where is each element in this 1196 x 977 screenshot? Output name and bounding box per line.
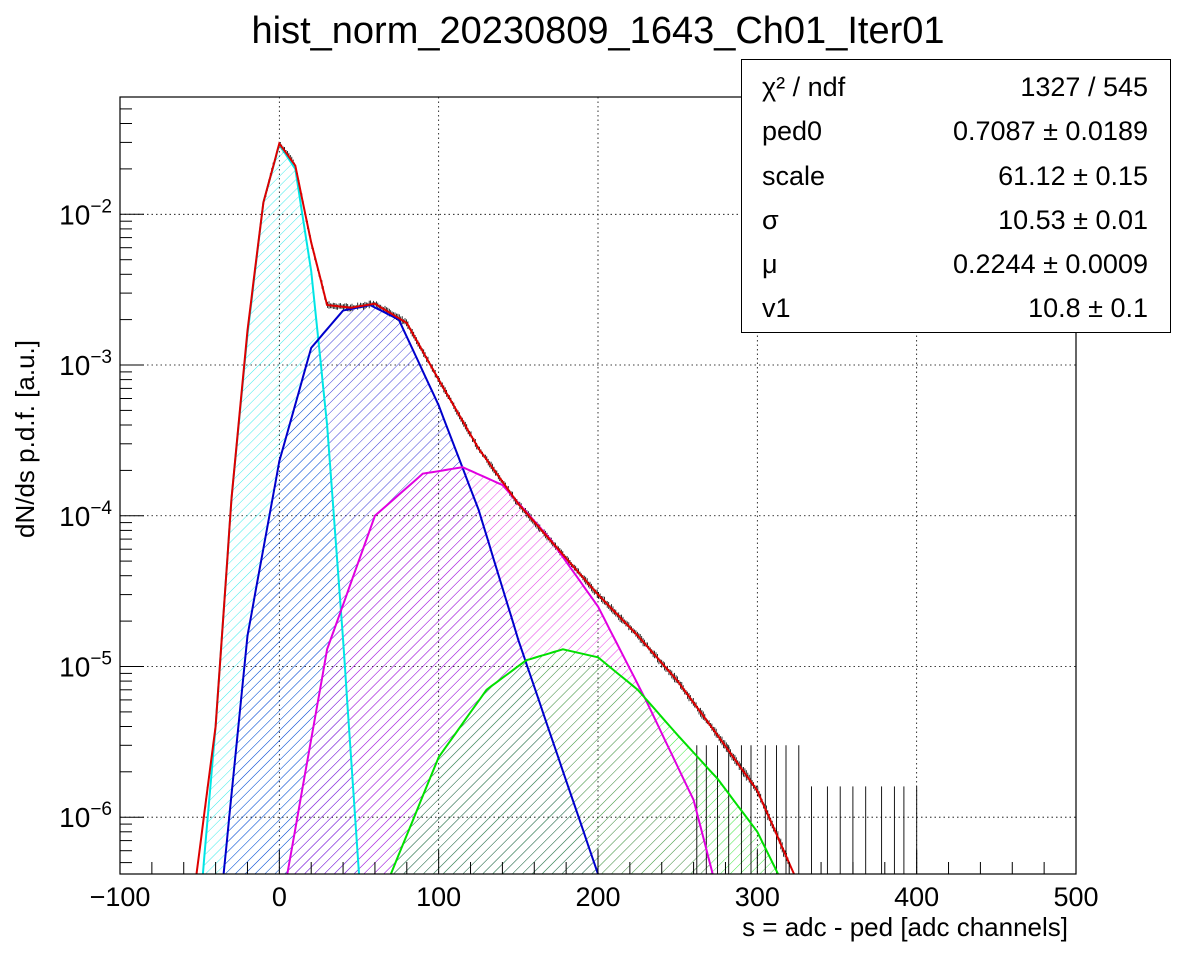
y-axis-label: dN/ds p.d.f. [a.u.] — [2, 0, 46, 972]
x-tick-label: 100 — [416, 882, 461, 912]
stat-row-chi2: χ² / ndf 1327 / 545 — [742, 72, 1170, 116]
stat-value: 61.12 ± 0.15 — [998, 161, 1148, 191]
stat-name: ped0 — [762, 116, 823, 146]
y-tick-label: 10−4 — [59, 498, 112, 532]
y-tick-label: 10−3 — [59, 347, 112, 381]
chart-title: hist_norm_20230809_1643_Ch01_Iter01 — [251, 10, 945, 52]
x-tick-label: 400 — [894, 882, 939, 912]
stat-name: scale — [762, 161, 826, 191]
stat-row-v1: v1 10.8 ± 0.1 — [742, 293, 1170, 337]
fit-stats-box: χ² / ndf 1327 / 545 ped0 0.7087 ± 0.0189 s… — [741, 59, 1171, 333]
stat-name: v1 — [762, 293, 791, 323]
fit-curve-3 — [389, 648, 779, 875]
x-tick-label: −100 — [90, 882, 151, 912]
y-tick-label: 10−5 — [59, 648, 112, 682]
fit-curve-4 — [195, 141, 795, 875]
stat-name: μ — [762, 249, 778, 279]
x-tick-label: 0 — [272, 882, 287, 912]
fit-curve-2 — [286, 466, 714, 875]
stat-row-mu: μ 0.2244 ± 0.0009 — [742, 249, 1170, 293]
y-axis-label-text: dN/ds p.d.f. [a.u.] — [10, 340, 40, 538]
axes: −100 0 100 200 300 400 500 10−6 10−5 10−4 10−3 10−2 — [59, 96, 1099, 912]
x-tick-label: 300 — [735, 882, 780, 912]
stat-row-ped0: ped0 0.7087 ± 0.0189 — [742, 116, 1170, 160]
stat-row-sigma: σ 10.53 ± 0.01 — [742, 205, 1170, 249]
y-tick-label: 10−2 — [59, 196, 112, 230]
stat-value: 0.2244 ± 0.0009 — [953, 249, 1148, 279]
fit-curves — [195, 141, 795, 875]
component-fill-3 — [390, 649, 778, 874]
x-tick-label: 200 — [575, 882, 620, 912]
fit-curve-1 — [222, 303, 599, 875]
stat-value: 10.8 ± 0.1 — [1028, 293, 1148, 323]
stat-row-scale: scale 61.12 ± 0.15 — [742, 161, 1170, 205]
x-axis-label: s = adc - ped [adc channels] — [742, 912, 1068, 942]
stat-value: 1327 / 545 — [1020, 72, 1148, 102]
stat-value: 10.53 ± 0.01 — [998, 205, 1148, 235]
x-tick-label: 500 — [1053, 882, 1098, 912]
y-tick-label: 10−6 — [59, 799, 112, 833]
hatched-fills — [202, 144, 778, 875]
stat-value: 0.7087 ± 0.0189 — [953, 116, 1148, 146]
stat-name: σ — [762, 205, 779, 235]
stat-name: χ² / ndf — [762, 72, 846, 102]
